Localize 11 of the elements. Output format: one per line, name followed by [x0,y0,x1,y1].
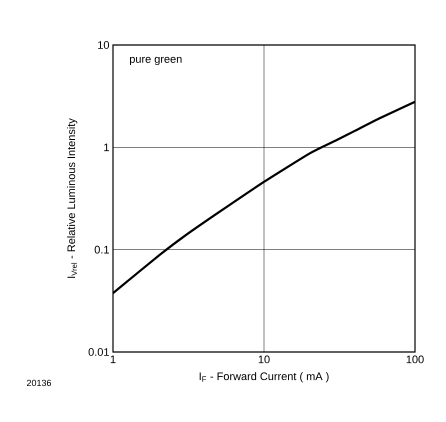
y-tick-label: 10 [98,41,110,49]
y-tick-label: 1 [104,144,109,152]
text: 20136 [26,380,52,386]
x-tick-label: 10 [258,356,270,364]
x-tick-label: 1 [110,356,116,364]
y-axis-title: I$_{Vrel}$ - Relative Luminous Intensity [67,118,78,278]
y-tick-label: 0.1 [94,246,109,254]
annotation: pure green [130,56,182,66]
y-tick-label: 0.01 [88,348,109,356]
x-tick-label: 100 [406,356,424,364]
x-axis-title: I$_{F}$ - Forward Current ( mA ) [200,372,329,382]
